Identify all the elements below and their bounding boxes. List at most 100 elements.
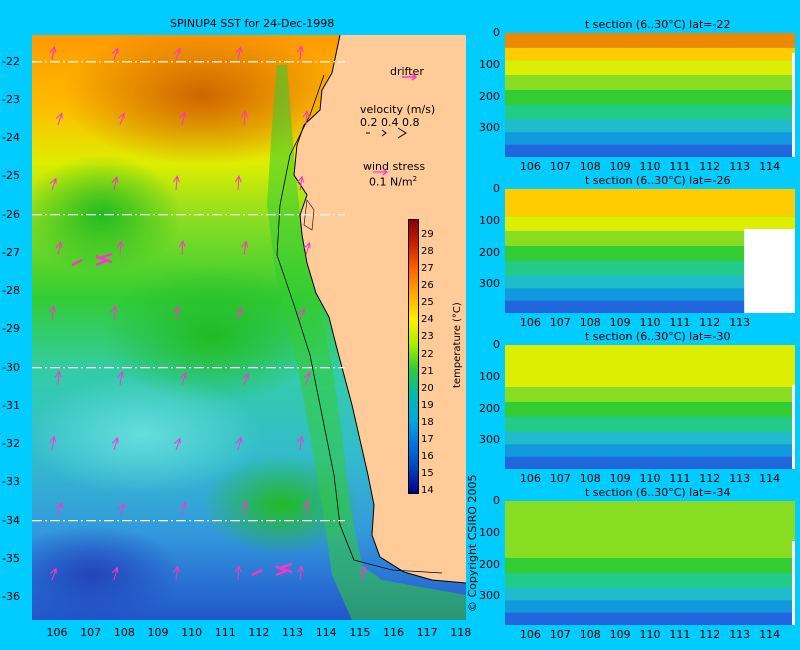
section-lon-tick: 106 (519, 160, 541, 173)
lon-tick-label: 107 (80, 626, 102, 639)
lat-tick-label: -22 (2, 54, 20, 68)
velocity-arrow (234, 564, 242, 581)
section-depth-tick: 200 (479, 401, 500, 415)
velocity-arrow (302, 499, 310, 516)
velocity-arrow (296, 45, 304, 61)
colorbar-tick-label: 23 (421, 331, 434, 343)
velocity-arrow (117, 502, 125, 516)
velocity-legend-scale: 0.2 0.4 0.8 (360, 116, 420, 129)
colorbar-tick-label: 14 (421, 485, 434, 496)
velocity-arrow (49, 567, 57, 581)
section-plot (505, 189, 795, 313)
velocity-arrow (179, 111, 187, 126)
section-depth-tick: 0 (493, 182, 500, 195)
velocity-arrow (111, 566, 119, 581)
section-depth-tick: 100 (479, 525, 500, 539)
velocity-arrow (111, 47, 119, 61)
section-title: t section (6..30°C) lat=-30 (585, 330, 731, 343)
lat-tick-label: -31 (2, 398, 20, 412)
section-lon-tick: 108 (579, 160, 601, 173)
section-depth-tick: 300 (479, 433, 500, 447)
temperature-band (505, 387, 795, 403)
velocity-arrow (235, 306, 243, 321)
temperature-band (505, 288, 795, 301)
section-lon-tick: 106 (519, 316, 541, 329)
temperature-band (505, 104, 795, 120)
velocity-arrow (240, 110, 248, 126)
velocity-arrow (172, 175, 180, 191)
wind-arrow-icon (373, 168, 388, 176)
section-lon-tick: 107 (549, 160, 571, 173)
temperature-band (505, 132, 795, 145)
section-lon-tick: 114 (759, 628, 781, 641)
section-title: t section (6..30°C) lat=-26 (585, 174, 731, 187)
lon-tick-label: 110 (181, 626, 203, 639)
lat-tick-label: -33 (2, 475, 20, 489)
lon-tick-label: 112 (248, 626, 270, 639)
temperature-band (505, 431, 795, 445)
section-lon-tick: 114 (759, 472, 781, 485)
section-title: t section (6..30°C) lat=-22 (585, 18, 731, 31)
lon-tick-label: 115 (349, 626, 371, 639)
section-depth-tick: 200 (479, 89, 500, 103)
colorbar-tick-label: 25 (421, 297, 434, 309)
wind-legend-scale: 0.1 N/m2 (369, 175, 418, 189)
colorbar-tick-label: 24 (421, 314, 434, 326)
temperature-band (505, 444, 795, 457)
velocity-arrow (297, 565, 304, 581)
section-lon-tick: 114 (759, 160, 781, 173)
lon-tick-label: 116 (382, 626, 404, 639)
velocity-arrow (48, 305, 56, 321)
temperature-band (505, 144, 795, 157)
section-depth-tick: 200 (479, 557, 500, 571)
eddy-patch (102, 265, 322, 405)
section-plot (505, 501, 795, 625)
section-lon-tick: 109 (609, 160, 631, 173)
colorbar-tick-label: 22 (421, 348, 434, 360)
continental-shelf (267, 65, 466, 620)
section-depth-tick: 300 (479, 589, 500, 603)
wind-legend-title: wind stress (363, 160, 426, 173)
colorbar-tick-label: 19 (421, 399, 434, 411)
velocity-arrow (179, 371, 187, 386)
section-lon-tick: 113 (729, 316, 751, 329)
lat-tick-label: -23 (2, 93, 20, 106)
section-lon-tick: 109 (609, 316, 631, 329)
section-depth-tick: 300 (479, 277, 500, 291)
section-depth-tick: 100 (479, 213, 500, 227)
section-lon-tick: 113 (729, 160, 751, 173)
section-lines (32, 61, 345, 522)
velocity-arrow (235, 46, 243, 61)
velocity-arrow (117, 370, 125, 386)
section-lon-tick: 107 (549, 316, 571, 329)
velocity-arrow (241, 372, 249, 386)
section-svg (505, 189, 795, 313)
velocity-arrow (234, 175, 242, 191)
section-plot (505, 33, 795, 157)
drifter-arrow (71, 252, 113, 267)
velocity-arrow (110, 305, 118, 321)
lat-tick-label: -30 (2, 360, 20, 374)
temperature-band (505, 216, 795, 232)
lat-tick-label: -29 (2, 322, 20, 336)
isobath-line (276, 74, 443, 574)
velocity-arrow (55, 501, 63, 516)
colorbar-tick-label: 29 (421, 229, 434, 241)
temperature-band (505, 572, 795, 588)
bathymetry-mask (792, 541, 795, 625)
section-lon-tick: 107 (549, 472, 571, 485)
temperature-band (505, 587, 795, 601)
temperature-band (505, 345, 795, 388)
velocity-arrows (48, 45, 367, 581)
temperature-band (505, 60, 795, 76)
lon-tick-label: 113 (282, 626, 304, 639)
bathymetry-mask (792, 53, 795, 157)
section-lon-tick: 111 (669, 160, 691, 173)
colorbar-tick-label: 21 (421, 365, 434, 377)
colorbar (408, 219, 419, 494)
section-lon-tick: 110 (639, 628, 661, 641)
velocity-arrow (55, 241, 63, 256)
velocity-arrow (178, 240, 186, 256)
velocity-arrow (241, 500, 248, 516)
velocity-arrow (117, 112, 125, 126)
